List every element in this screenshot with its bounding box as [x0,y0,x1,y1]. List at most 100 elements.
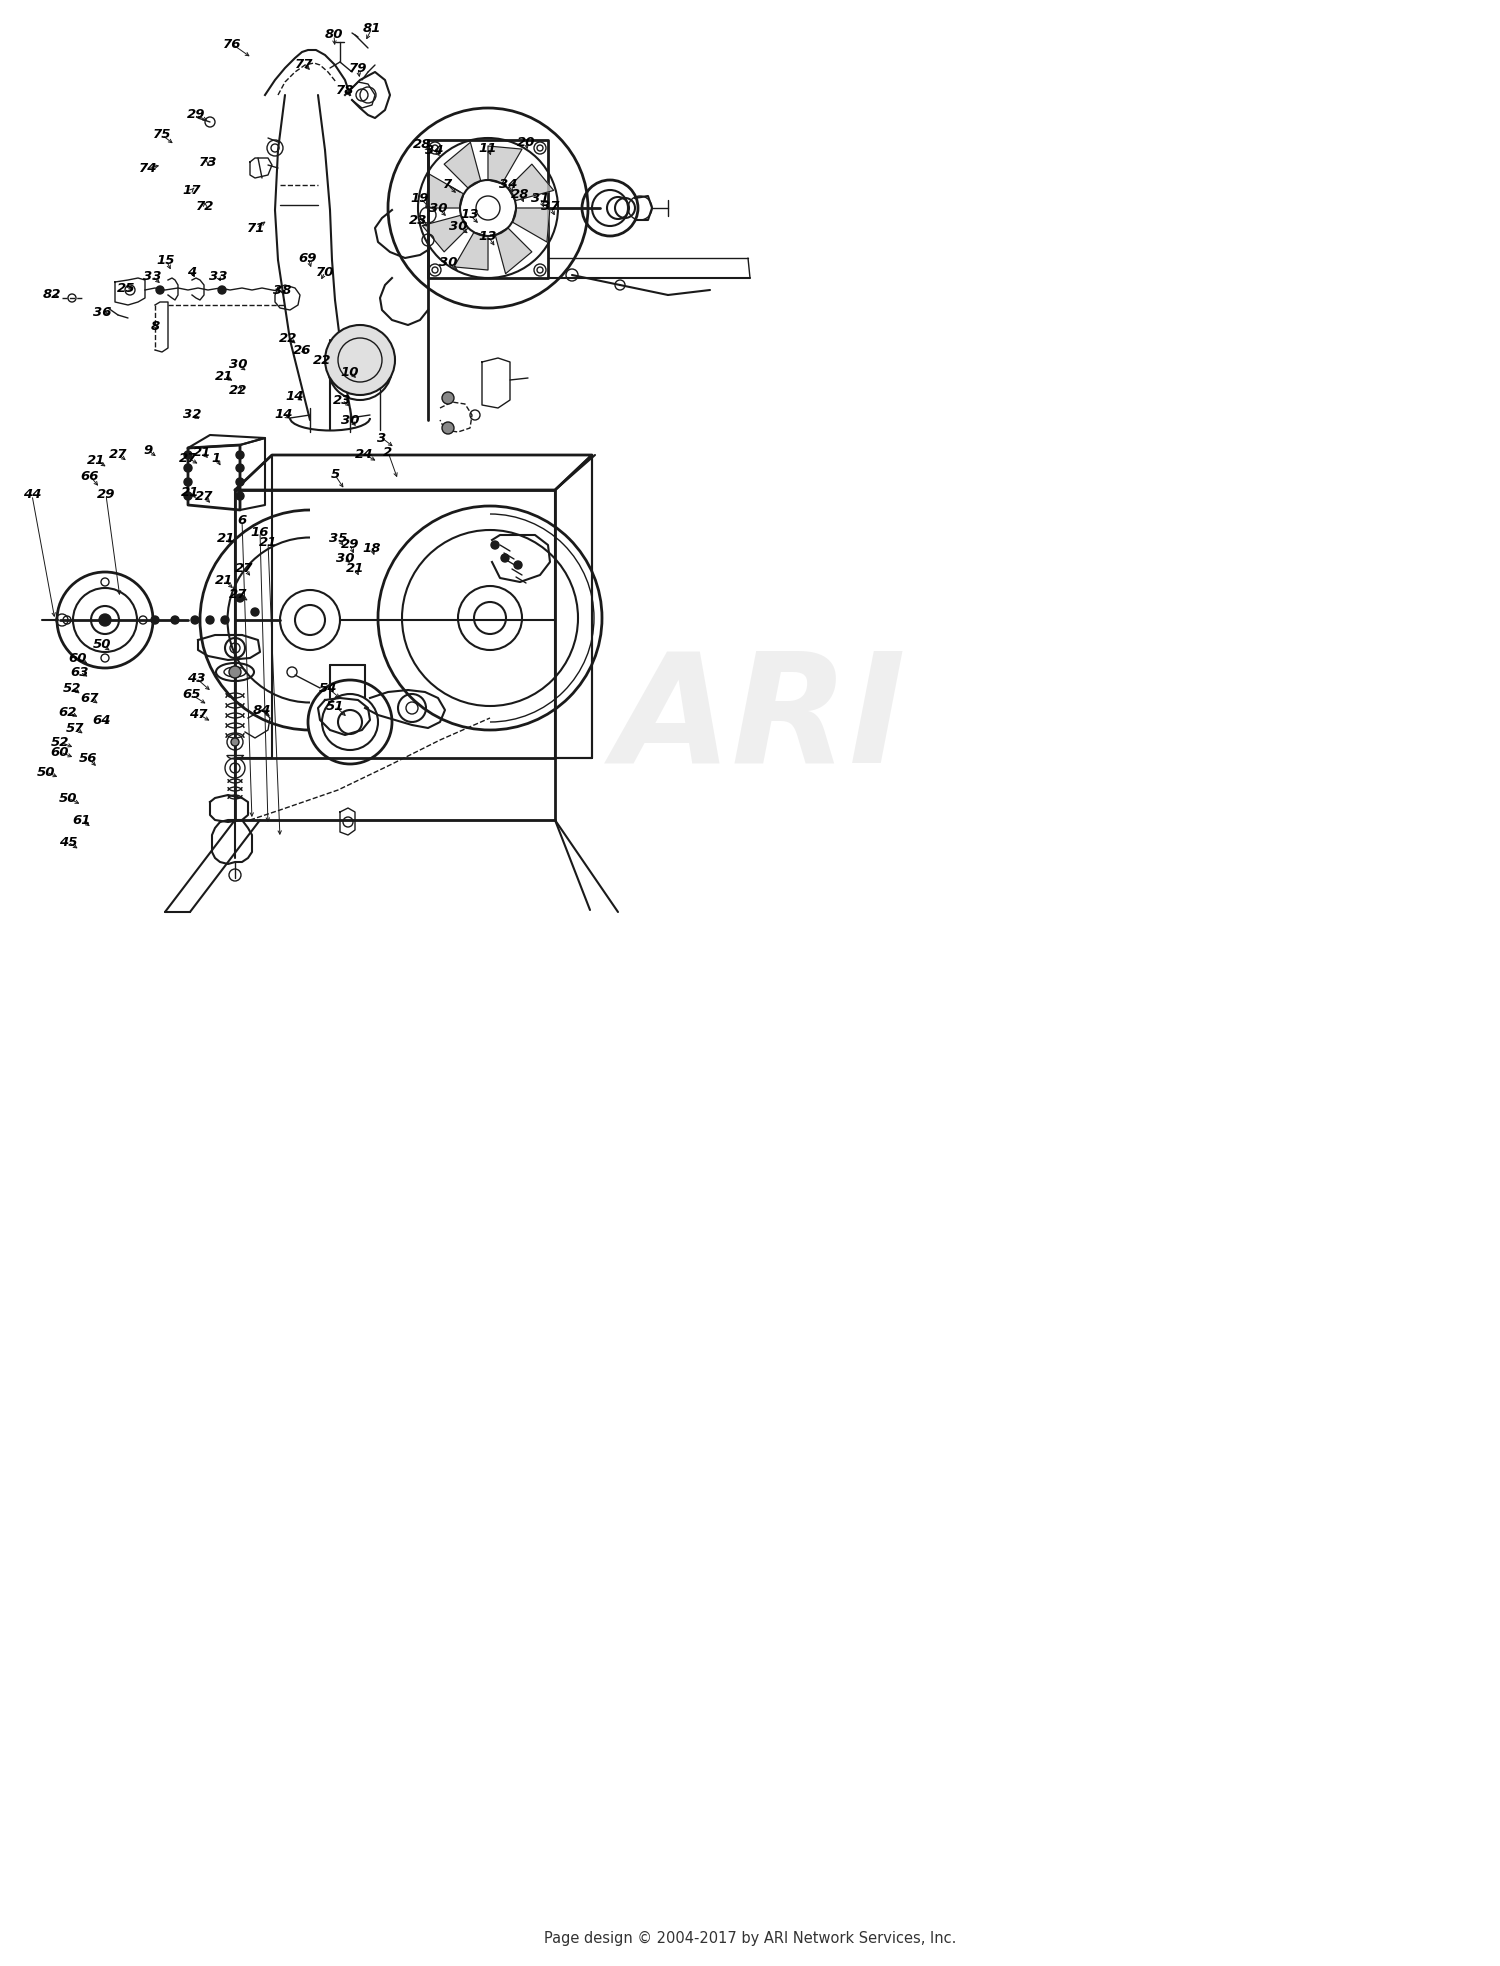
Text: 31: 31 [531,191,549,204]
Circle shape [206,615,214,623]
Text: 34: 34 [424,144,444,157]
Text: 20: 20 [516,136,536,149]
Text: 16: 16 [251,525,270,539]
Polygon shape [454,232,488,269]
Text: 30: 30 [228,358,248,372]
Text: 81: 81 [363,22,381,35]
Polygon shape [512,208,550,242]
Text: 27: 27 [234,562,254,574]
Text: 30: 30 [438,256,458,269]
Text: 23: 23 [333,393,351,407]
Text: 21: 21 [214,370,234,383]
Text: 61: 61 [72,814,92,826]
Polygon shape [426,175,464,208]
Circle shape [184,450,192,458]
Text: 45: 45 [58,836,78,849]
Circle shape [220,615,230,623]
Text: 23: 23 [408,214,428,226]
Text: 14: 14 [285,389,304,403]
Text: 75: 75 [153,128,171,142]
Text: 50: 50 [36,765,56,779]
Text: 1: 1 [211,452,220,464]
Text: 25: 25 [117,281,135,295]
Polygon shape [509,163,554,201]
Text: 2: 2 [384,446,393,458]
Text: 56: 56 [78,751,98,765]
Circle shape [442,423,454,434]
Text: 29: 29 [96,488,116,501]
Text: 27: 27 [178,452,198,464]
Text: 52: 52 [51,735,69,749]
Text: 76: 76 [222,37,242,51]
Text: 38: 38 [273,283,291,297]
Text: 21: 21 [192,446,211,458]
Text: 73: 73 [198,155,217,169]
Text: 65: 65 [183,688,201,702]
Text: 27: 27 [195,490,213,503]
Polygon shape [488,145,522,183]
Text: 13: 13 [478,230,496,242]
Text: 30: 30 [340,413,360,427]
Text: 64: 64 [93,714,111,727]
Text: 52: 52 [63,682,81,694]
Text: 32: 32 [183,409,201,421]
Text: 15: 15 [156,254,176,267]
Circle shape [236,492,244,499]
Text: 33: 33 [209,269,228,283]
Text: 33: 33 [142,269,162,283]
Text: 79: 79 [348,61,368,75]
Text: 63: 63 [70,666,90,678]
Circle shape [326,324,394,395]
Text: 21: 21 [258,535,278,549]
Text: 8: 8 [150,320,159,332]
Text: 30: 30 [336,552,354,564]
Circle shape [442,391,454,403]
Polygon shape [495,228,532,273]
Text: 69: 69 [298,252,318,265]
Circle shape [236,478,244,486]
Text: 78: 78 [336,83,354,96]
Circle shape [490,541,500,549]
Text: 66: 66 [81,470,99,482]
Polygon shape [423,214,468,252]
Text: 7: 7 [444,179,453,191]
Circle shape [217,285,226,295]
Text: 21: 21 [345,562,364,574]
Text: 26: 26 [292,344,312,356]
Circle shape [152,615,159,623]
Text: 43: 43 [186,672,206,684]
Text: 13: 13 [460,208,480,222]
Text: 6: 6 [237,513,246,527]
Circle shape [184,492,192,499]
Text: 29: 29 [186,108,206,122]
Circle shape [231,737,238,745]
Text: 22: 22 [312,354,332,366]
Text: 72: 72 [195,201,214,214]
Text: 60: 60 [69,651,87,665]
Text: 21: 21 [214,574,234,586]
Text: 74: 74 [138,161,158,175]
Text: Page design © 2004-2017 by ARI Network Services, Inc.: Page design © 2004-2017 by ARI Network S… [544,1931,956,1946]
Text: 10: 10 [340,366,360,379]
Text: 57: 57 [66,722,84,735]
Text: 62: 62 [58,706,78,718]
Circle shape [99,613,111,625]
Text: 22: 22 [279,332,297,344]
Circle shape [251,607,260,615]
Circle shape [184,464,192,472]
Text: 71: 71 [246,222,266,234]
Text: 28: 28 [413,138,432,151]
Text: 14: 14 [274,409,294,421]
Text: 29: 29 [340,539,360,552]
Circle shape [184,478,192,486]
Text: 19: 19 [411,191,429,204]
Text: 21: 21 [216,531,236,545]
Text: 21: 21 [180,486,200,499]
Text: 21: 21 [87,454,105,466]
Text: 9: 9 [144,444,153,456]
Text: 70: 70 [315,265,334,279]
Circle shape [230,666,242,678]
Text: 18: 18 [363,541,381,554]
Text: 30: 30 [448,220,468,232]
Text: 27: 27 [228,588,248,600]
